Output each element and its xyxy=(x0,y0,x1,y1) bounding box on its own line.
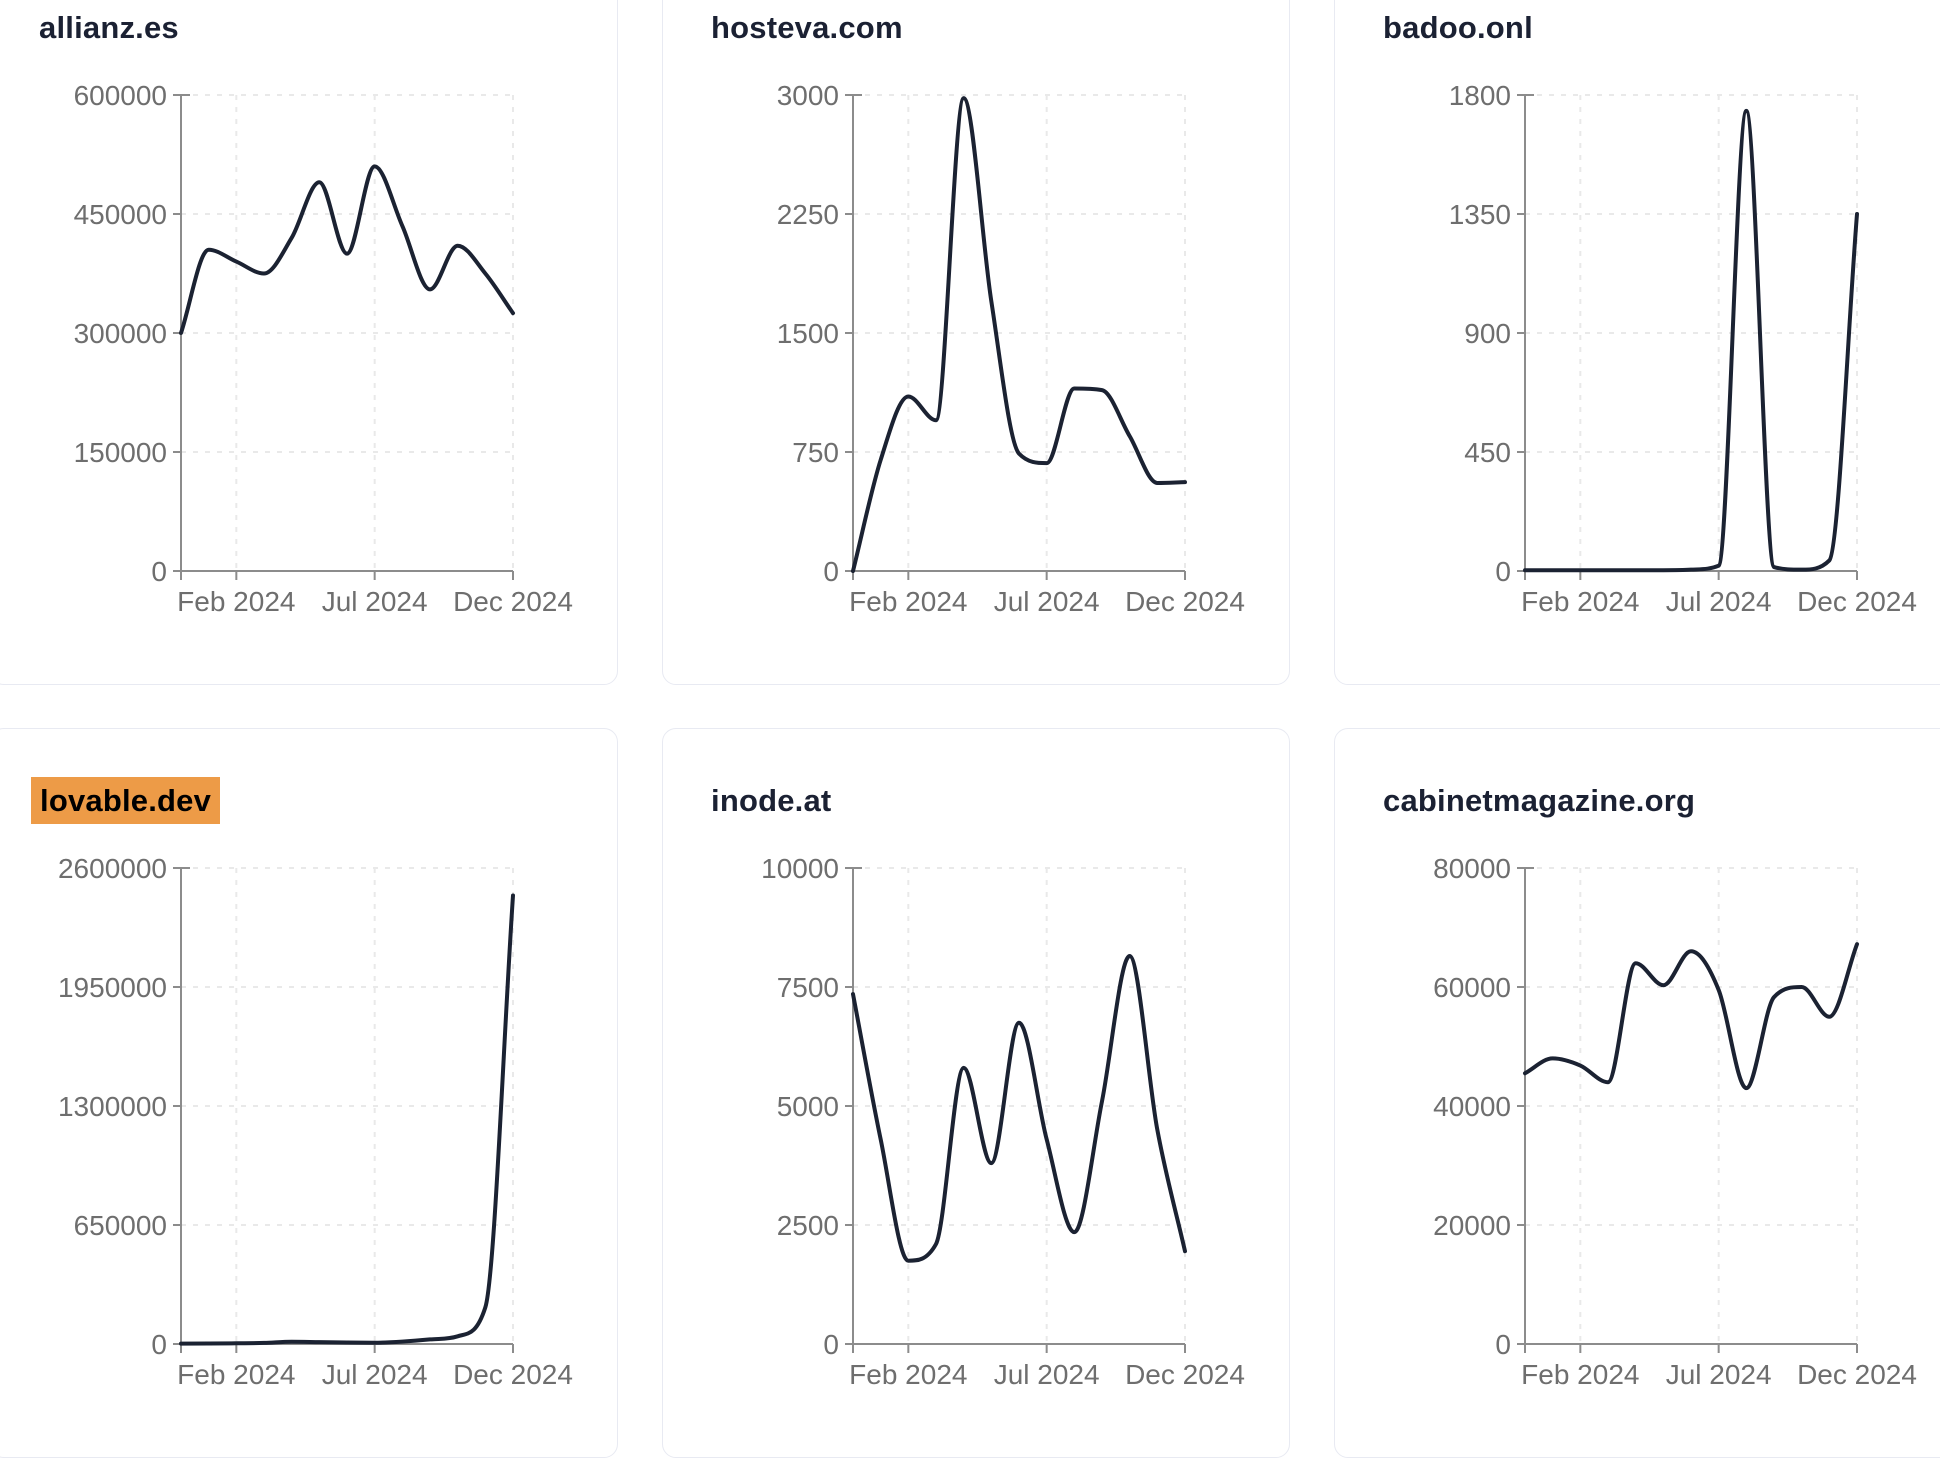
x-tick-label: Jul 2024 xyxy=(322,1359,428,1390)
x-tick-label: Feb 2024 xyxy=(849,586,967,617)
line-chart: 0 450 900 1350 1800 Feb 2024 Jul 2024 Dec 2024 xyxy=(1449,80,1917,617)
y-tick-label: 0 xyxy=(823,556,839,587)
y-tick-label: 7500 xyxy=(777,972,839,1003)
y-tick-label: 10000 xyxy=(761,853,839,884)
x-tick-label: Feb 2024 xyxy=(177,1359,295,1390)
series-line xyxy=(179,164,515,335)
x-tick-label: Dec 2024 xyxy=(1797,586,1917,617)
domain-chart-card: cabinetmagazine.org 0 20000 40000 60000 8000… xyxy=(1334,728,1940,1458)
y-tick-label: 5000 xyxy=(777,1091,839,1122)
y-tick-label: 450000 xyxy=(74,199,167,230)
y-tick-label: 2500 xyxy=(777,1210,839,1241)
y-tick-label: 1350 xyxy=(1449,199,1511,230)
line-chart: 0 2500 5000 7500 10000 Feb 2024 Jul 2024 Dec 20… xyxy=(761,853,1245,1390)
x-tick-label: Feb 2024 xyxy=(849,1359,967,1390)
line-chart: 0 750 1500 2250 3000 Feb 2024 Jul 2024 Dec 2024 xyxy=(777,80,1245,617)
y-tick-label: 0 xyxy=(823,1329,839,1360)
line-chart: 0 150000 300000 450000 600000 Feb 2024 Jul 202… xyxy=(74,80,573,617)
x-tick-label: Feb 2024 xyxy=(1521,1359,1639,1390)
y-tick-label: 0 xyxy=(1495,1329,1511,1360)
x-tick-label: Dec 2024 xyxy=(453,1359,573,1390)
x-tick-label: Jul 2024 xyxy=(994,1359,1100,1390)
x-tick-label: Dec 2024 xyxy=(1125,586,1245,617)
y-tick-label: 0 xyxy=(151,556,167,587)
y-tick-label: 2250 xyxy=(777,199,839,230)
chart-title[interactable]: inode.at xyxy=(711,783,832,818)
y-tick-label: 20000 xyxy=(1433,1210,1511,1241)
y-tick-label: 450 xyxy=(1464,437,1511,468)
chart-title[interactable]: allianz.es xyxy=(39,10,179,45)
y-tick-label: 1800 xyxy=(1449,80,1511,111)
domain-chart-card: hosteva.com 0 750 1500 2250 3000 Feb 2024 Jul … xyxy=(662,0,1290,685)
line-chart: 0 20000 40000 60000 80000 Feb 2024 Jul 2024 Dec… xyxy=(1433,853,1917,1390)
x-tick-label: Jul 2024 xyxy=(322,586,428,617)
y-tick-label: 0 xyxy=(151,1329,167,1360)
x-tick-label: Dec 2024 xyxy=(1797,1359,1917,1390)
y-tick-label: 40000 xyxy=(1433,1091,1511,1122)
y-tick-label: 2600000 xyxy=(58,853,167,884)
x-tick-label: Jul 2024 xyxy=(1666,1359,1772,1390)
series-line xyxy=(1523,942,1859,1091)
x-tick-label: Dec 2024 xyxy=(453,586,573,617)
y-tick-label: 0 xyxy=(1495,556,1511,587)
domain-chart-card: allianz.es 0 150000 300000 450000 600000 Feb … xyxy=(0,0,618,685)
domain-chart-card: badoo.onl 0 450 900 1350 1800 Feb 2024 Jul 202… xyxy=(1334,0,1940,685)
y-tick-label: 60000 xyxy=(1433,972,1511,1003)
chart-title[interactable]: cabinetmagazine.org xyxy=(1383,783,1696,818)
y-tick-label: 80000 xyxy=(1433,853,1511,884)
x-tick-label: Jul 2024 xyxy=(994,586,1100,617)
y-tick-label: 600000 xyxy=(74,80,167,111)
series-line xyxy=(179,893,515,1346)
series-line xyxy=(1523,108,1859,573)
y-tick-label: 750 xyxy=(792,437,839,468)
y-tick-label: 650000 xyxy=(74,1210,167,1241)
y-tick-label: 900 xyxy=(1464,318,1511,349)
series-line xyxy=(851,96,1187,573)
series-line xyxy=(851,954,1187,1263)
y-tick-label: 1300000 xyxy=(58,1091,167,1122)
y-tick-label: 1500 xyxy=(777,318,839,349)
x-tick-label: Feb 2024 xyxy=(177,586,295,617)
y-tick-label: 1950000 xyxy=(58,972,167,1003)
chart-title[interactable]: hosteva.com xyxy=(711,10,903,45)
x-tick-label: Feb 2024 xyxy=(1521,586,1639,617)
y-tick-label: 3000 xyxy=(777,80,839,111)
x-tick-label: Dec 2024 xyxy=(1125,1359,1245,1390)
y-tick-label: 150000 xyxy=(74,437,167,468)
chart-title[interactable]: badoo.onl xyxy=(1383,10,1533,45)
y-tick-label: 300000 xyxy=(74,318,167,349)
line-chart: 0 650000 1300000 1950000 2600000 Feb 2024 Jul … xyxy=(58,853,573,1390)
x-tick-label: Jul 2024 xyxy=(1666,586,1772,617)
domain-chart-card: lovable.dev 0 650000 1300000 1950000 2600000… xyxy=(0,728,618,1458)
chart-title[interactable]: lovable.dev xyxy=(31,777,221,825)
domain-chart-card: inode.at 0 2500 5000 7500 10000 Feb 2024 Jul 2… xyxy=(662,728,1290,1458)
